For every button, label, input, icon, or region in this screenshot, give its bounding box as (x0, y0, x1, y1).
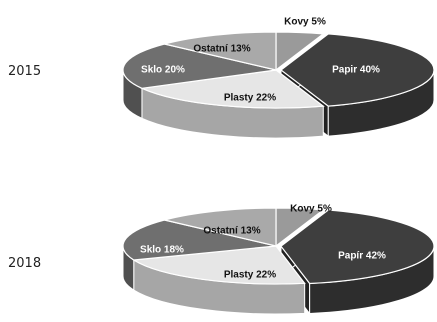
pie-slice-sklo (122, 43, 277, 89)
slice-label-ostatni: Ostatní 13% (203, 226, 260, 237)
year-label-2018: 2018 (8, 256, 42, 271)
pie-slice-papir (280, 209, 435, 285)
slice-label-plasty: Plasty 22% (224, 93, 276, 104)
slice-label-papir: Papir 40% (332, 65, 380, 76)
slice-label-plasty: Plasty 22% (224, 270, 276, 281)
pie-slice-plasty (139, 69, 325, 109)
slice-label-ostatni: Ostatní 13% (193, 44, 250, 55)
slice-label-sklo: Sklo 18% (140, 245, 184, 256)
pie-slice-sklo (122, 219, 277, 261)
slice-label-kovy: Kovy 5% (290, 204, 332, 215)
year-label-2015: 2015 (8, 64, 42, 79)
slice-label-kovy: Kovy 5% (284, 17, 326, 28)
pie-chart-2015: Kovy 5% Papir 40% Plasty 22% Sklo 20% Ostatn… (122, 17, 435, 139)
slice-label-sklo: Sklo 20% (141, 65, 185, 76)
pie-chart-2018: Kovy 5% Papír 42% Plasty 22% Sklo 18% Ostatn… (122, 204, 435, 315)
pie-slice-ostatni (164, 207, 277, 247)
pie-slice-plasty (131, 245, 306, 285)
slice-label-papir: Papír 42% (338, 251, 386, 262)
pie-slice-papir (280, 33, 435, 107)
pie-slice-ostatni (164, 31, 277, 71)
